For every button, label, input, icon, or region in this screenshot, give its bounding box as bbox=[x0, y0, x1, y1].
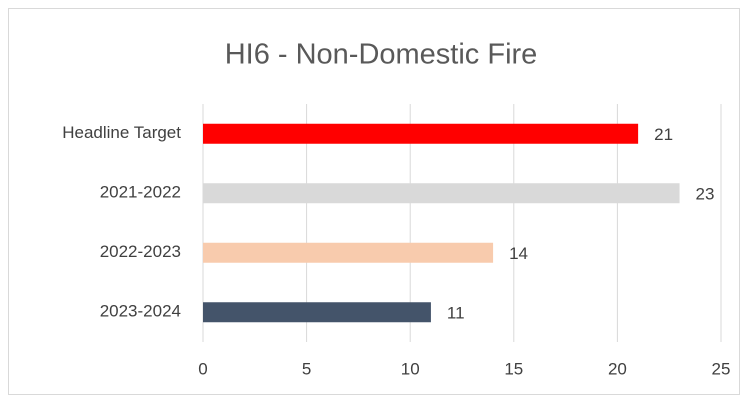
bar bbox=[203, 242, 494, 263]
x-tick-label: 10 bbox=[401, 359, 420, 378]
bar bbox=[203, 302, 431, 323]
data-label: 14 bbox=[509, 244, 528, 263]
bar bbox=[203, 123, 639, 144]
data-label: 11 bbox=[447, 304, 465, 323]
y-tick-label: 2022-2023 bbox=[100, 242, 181, 261]
data-label: 21 bbox=[654, 125, 673, 144]
x-tick-label: 0 bbox=[198, 359, 207, 378]
data-label: 23 bbox=[696, 185, 715, 204]
x-tick-label: 20 bbox=[608, 359, 627, 378]
x-tick-label: 15 bbox=[504, 359, 523, 378]
y-tick-label: 2021-2022 bbox=[100, 183, 181, 202]
x-tick-label: 25 bbox=[712, 359, 731, 378]
chart-title: HI6 - Non-Domestic Fire bbox=[225, 39, 538, 71]
x-tick-label: 5 bbox=[302, 359, 311, 378]
y-tick-label: 2023-2024 bbox=[100, 302, 181, 321]
bar bbox=[203, 183, 680, 204]
y-tick-label: Headline Target bbox=[62, 123, 181, 142]
